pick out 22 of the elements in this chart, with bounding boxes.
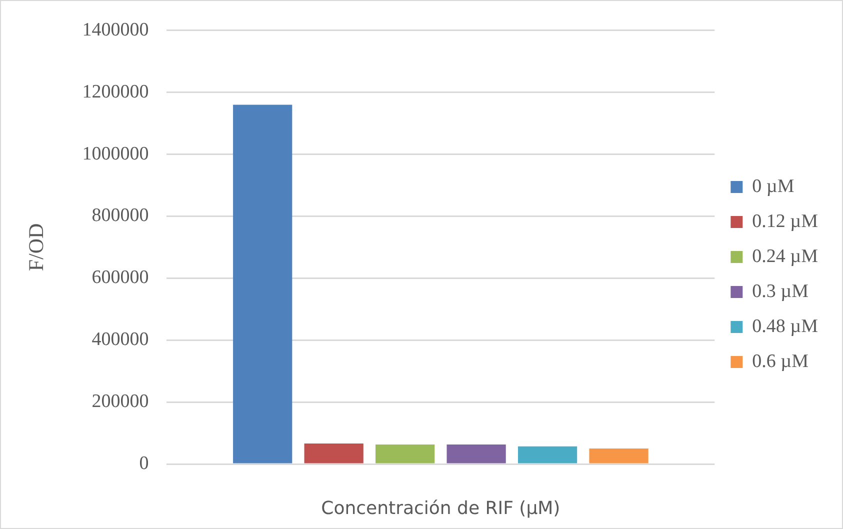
legend-label: 0.48 µM (752, 316, 818, 337)
y-tick-label: 800000 (92, 205, 149, 226)
bar (518, 446, 578, 464)
bar (589, 448, 648, 464)
bar (446, 444, 506, 464)
y-tick-label: 1000000 (82, 143, 149, 164)
y-tick-label: 1400000 (82, 19, 149, 40)
legend-label: 0.24 µM (752, 246, 818, 267)
bar (304, 444, 364, 464)
y-axis-title: F/OD (24, 223, 48, 272)
y-tick-label: 600000 (92, 267, 149, 288)
y-tick-label: 400000 (92, 329, 149, 350)
legend-label: 0.6 µM (752, 350, 809, 372)
y-tick-label: 200000 (92, 391, 149, 412)
y-tick-label: 0 (139, 452, 149, 474)
legend-label: 0 µM (752, 176, 794, 197)
bar (376, 444, 435, 464)
legend-label: 0.3 µM (752, 280, 809, 302)
y-tick-label: 1200000 (82, 81, 149, 102)
legend-label: 0.12 µM (752, 210, 818, 232)
x-axis-title: Concentración de RIF (µM) (321, 498, 560, 519)
bar (233, 104, 292, 464)
